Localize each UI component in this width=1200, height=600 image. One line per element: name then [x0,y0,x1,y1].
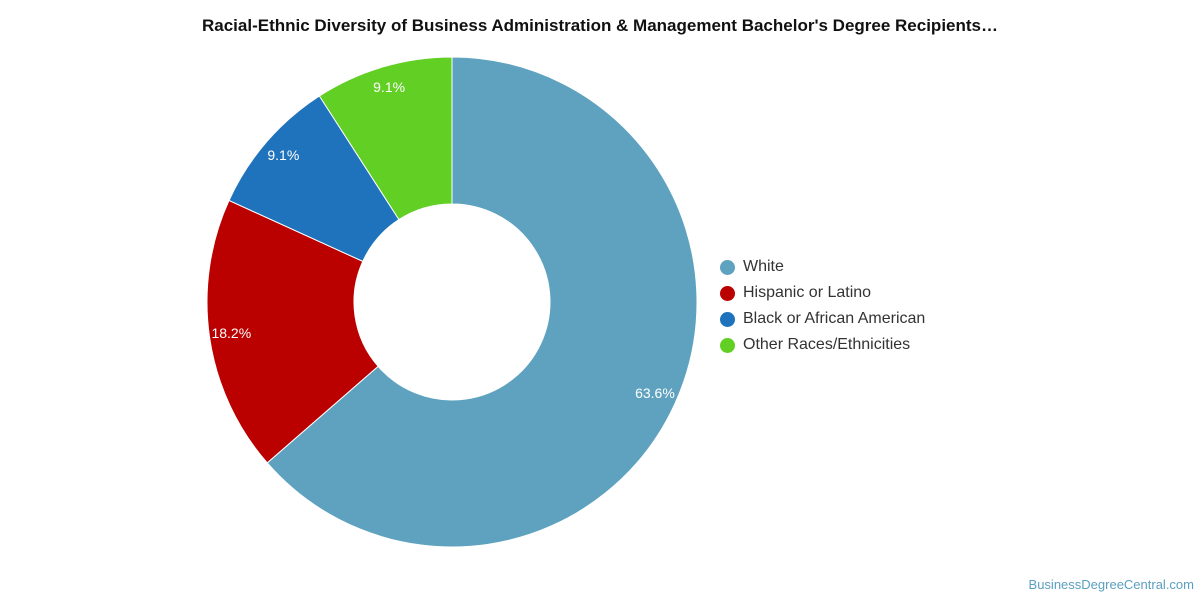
watermark[interactable]: BusinessDegreeCentral.com [1028,577,1194,592]
legend-swatch [720,311,735,327]
slice-hispanic-or-latino[interactable] [206,199,379,464]
slice-data-label: 9.1% [267,147,299,163]
legend-item-hispanic-or-latino[interactable]: Hispanic or Latino [720,280,925,306]
legend-item-white[interactable]: White [720,254,925,280]
legend: White Hispanic or Latino Black or Africa… [720,254,925,358]
legend-label: Other Races/Ethnicities [743,336,911,353]
slice-data-label: 18.2% [211,325,251,341]
legend-label: White [743,258,784,275]
slice-other-races[interactable] [318,56,453,221]
legend-swatch [720,259,735,275]
legend-label: Black or African American [743,310,926,327]
legend-label: Hispanic or Latino [743,284,872,301]
slice-data-label: 63.6% [635,385,675,401]
legend-item-black-or-african-american[interactable]: Black or African American [720,306,925,332]
legend-item-other-races[interactable]: Other Races/Ethnicities [720,332,925,358]
slice-data-label: 9.1% [373,79,405,95]
chart-title: Racial-Ethnic Diversity of Business Admi… [201,16,998,35]
legend-swatch [720,285,735,301]
slice-white[interactable] [266,56,698,548]
legend-swatch [720,337,735,353]
